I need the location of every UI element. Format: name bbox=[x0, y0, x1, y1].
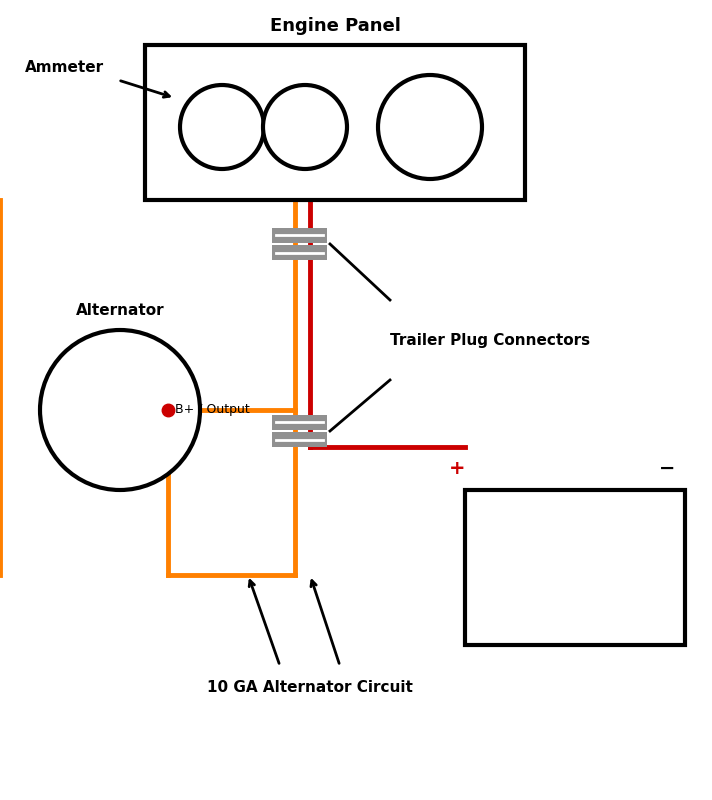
Text: B+ / Output: B+ / Output bbox=[175, 403, 250, 417]
Text: Alternator: Alternator bbox=[75, 303, 164, 318]
Bar bbox=[272, 245, 327, 260]
Ellipse shape bbox=[378, 75, 482, 179]
Ellipse shape bbox=[180, 85, 264, 169]
Text: Ammeter: Ammeter bbox=[25, 61, 104, 75]
Bar bbox=[272, 432, 327, 447]
Bar bbox=[272, 415, 327, 430]
Ellipse shape bbox=[40, 330, 200, 490]
Text: −: − bbox=[659, 459, 675, 478]
Text: 10 GA Alternator Circuit: 10 GA Alternator Circuit bbox=[207, 680, 413, 695]
Bar bbox=[145, 45, 525, 200]
Text: Engine Panel: Engine Panel bbox=[270, 17, 400, 35]
Ellipse shape bbox=[263, 85, 347, 169]
Bar bbox=[465, 490, 685, 645]
Bar bbox=[272, 228, 327, 242]
Text: Trailer Plug Connectors: Trailer Plug Connectors bbox=[390, 333, 590, 347]
Text: +: + bbox=[449, 459, 465, 478]
